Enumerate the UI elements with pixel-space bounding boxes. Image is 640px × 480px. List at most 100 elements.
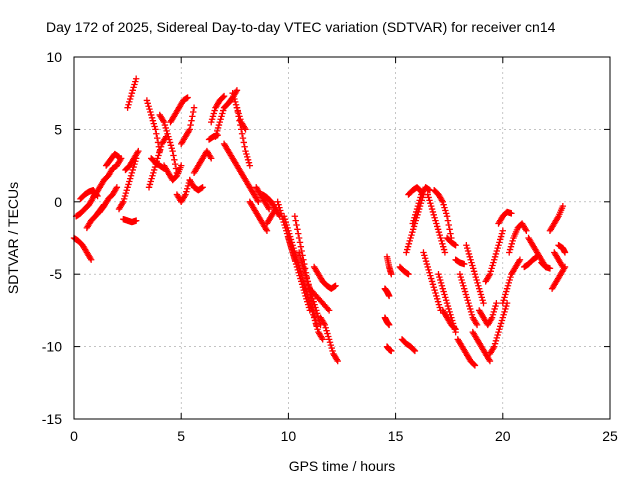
data-point bbox=[132, 75, 140, 82]
data-point bbox=[468, 311, 476, 318]
series-arc-az bbox=[424, 191, 449, 256]
data-point bbox=[231, 95, 238, 103]
data-point bbox=[460, 282, 467, 289]
series-arc-ar bbox=[381, 314, 393, 329]
data-point bbox=[190, 104, 198, 111]
data-point bbox=[439, 198, 446, 205]
data-point bbox=[503, 302, 510, 310]
data-point bbox=[494, 331, 501, 339]
data-point bbox=[476, 285, 483, 292]
y-tick-label: 10 bbox=[46, 49, 62, 65]
data-point bbox=[451, 325, 458, 332]
data-point bbox=[132, 78, 139, 85]
data-point bbox=[208, 116, 216, 123]
data-point bbox=[493, 247, 500, 255]
data-point bbox=[120, 195, 128, 203]
data-point bbox=[515, 257, 523, 265]
series-arc-bs bbox=[546, 202, 567, 234]
x-tick-label: 20 bbox=[495, 428, 511, 444]
data-point bbox=[122, 189, 130, 197]
data-point bbox=[516, 256, 524, 263]
data-point bbox=[238, 126, 245, 133]
x-tick-label: 0 bbox=[70, 428, 78, 444]
series-arc-ai bbox=[285, 234, 314, 314]
data-point bbox=[121, 192, 129, 200]
data-point bbox=[485, 356, 493, 363]
data-point bbox=[491, 256, 498, 263]
data-point bbox=[285, 227, 292, 234]
data-point bbox=[211, 107, 218, 114]
data-point bbox=[218, 113, 225, 120]
series-arc-j bbox=[124, 75, 140, 111]
data-point bbox=[489, 262, 496, 269]
data-point bbox=[320, 320, 328, 327]
y-axis-label: SDTVAR / TECUs bbox=[5, 182, 21, 294]
data-point bbox=[491, 343, 498, 350]
series-arc-am bbox=[310, 263, 339, 292]
data-point bbox=[189, 113, 196, 120]
data-point bbox=[495, 242, 502, 249]
data-point bbox=[312, 304, 319, 311]
data-point bbox=[277, 210, 285, 217]
data-point bbox=[405, 240, 413, 247]
series-arc-l bbox=[143, 97, 163, 155]
data-point bbox=[427, 202, 435, 210]
series-arc-bn bbox=[499, 256, 524, 307]
data-point bbox=[119, 200, 126, 207]
data-point bbox=[241, 124, 248, 132]
series-arc-as bbox=[383, 343, 395, 355]
data-point bbox=[522, 226, 529, 233]
data-point bbox=[313, 323, 320, 330]
data-point bbox=[209, 113, 217, 120]
data-point bbox=[126, 98, 133, 106]
data-point bbox=[446, 226, 453, 233]
data-point bbox=[199, 184, 206, 191]
data-point bbox=[496, 326, 503, 333]
series-arc-au bbox=[398, 336, 419, 355]
data-point bbox=[327, 341, 335, 349]
data-point bbox=[405, 271, 412, 278]
data-point bbox=[470, 361, 478, 368]
data-point bbox=[452, 242, 459, 249]
data-point bbox=[271, 207, 278, 214]
data-point bbox=[181, 192, 188, 200]
data-point bbox=[294, 266, 302, 274]
data-point bbox=[446, 308, 453, 316]
data-point bbox=[310, 314, 318, 321]
data-point bbox=[274, 198, 281, 205]
data-point bbox=[428, 278, 436, 285]
data-point bbox=[470, 265, 477, 272]
y-tick-label: 0 bbox=[54, 194, 62, 210]
data-point bbox=[128, 169, 136, 177]
data-point bbox=[287, 243, 295, 250]
data-point bbox=[420, 249, 427, 256]
data-point bbox=[474, 279, 481, 287]
data-point bbox=[152, 126, 159, 133]
data-point bbox=[333, 356, 341, 363]
data-point bbox=[300, 263, 307, 271]
series-arc-bh bbox=[463, 242, 487, 307]
data-point bbox=[298, 278, 305, 285]
data-point bbox=[125, 101, 132, 108]
data-point bbox=[291, 255, 298, 262]
data-point bbox=[153, 134, 161, 142]
data-point bbox=[276, 204, 283, 211]
data-point bbox=[424, 263, 431, 271]
data-point bbox=[423, 260, 431, 268]
data-point bbox=[143, 97, 151, 104]
series-arc-w bbox=[208, 92, 228, 126]
data-point bbox=[444, 302, 452, 310]
data-point bbox=[310, 298, 317, 305]
data-point bbox=[232, 98, 239, 106]
data-point bbox=[434, 298, 442, 305]
data-point bbox=[502, 291, 509, 298]
data-point bbox=[422, 257, 430, 265]
data-point bbox=[182, 191, 189, 198]
data-point bbox=[476, 288, 484, 295]
data-point bbox=[304, 291, 311, 298]
data-point bbox=[430, 284, 437, 291]
data-point bbox=[147, 108, 154, 116]
data-point bbox=[438, 197, 446, 204]
grid-layer bbox=[74, 57, 610, 419]
data-point bbox=[497, 320, 505, 327]
